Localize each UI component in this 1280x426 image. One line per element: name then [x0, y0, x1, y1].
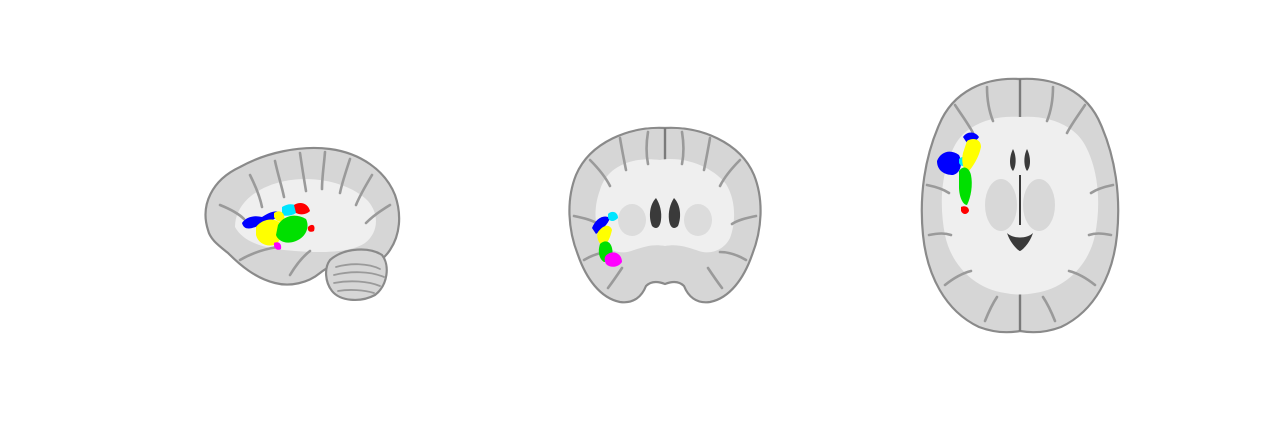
ventricle-posterior [1007, 233, 1033, 251]
axial-view [915, 75, 1125, 335]
thalamus-left [985, 179, 1017, 231]
roi-red [961, 206, 969, 214]
roi-blue [242, 211, 282, 229]
roi-yellow [962, 139, 981, 173]
roi-magenta [604, 252, 622, 267]
roi-magenta [274, 242, 282, 250]
ventricle-anterior-left [1010, 149, 1016, 171]
roi-blue [592, 216, 610, 234]
roi-red [294, 203, 315, 232]
ventricle-right [668, 198, 681, 228]
coronal-view [560, 120, 770, 310]
thalamus-right [1023, 179, 1055, 231]
third-ventricle [1019, 175, 1021, 225]
sagittal-view [190, 135, 410, 310]
basal-ganglia-right [684, 204, 712, 236]
ventricle-anterior-right [1024, 149, 1030, 171]
roi-overlays [242, 203, 315, 250]
coronal-brain-slice [568, 126, 762, 304]
cerebellum-outline [325, 248, 388, 301]
roi-cyan [608, 211, 618, 221]
roi-blue [937, 132, 979, 175]
ventricle-left [649, 198, 662, 228]
white-matter [595, 159, 735, 253]
sulci [218, 150, 392, 277]
axial-brain-slice [920, 77, 1120, 334]
sagittal-brain-slice [204, 146, 401, 301]
roi-overlays [592, 211, 622, 267]
roi-overlays [937, 132, 981, 214]
roi-green [276, 215, 308, 243]
roi-yellow [597, 225, 612, 246]
sulci [925, 85, 1115, 323]
basal-ganglia-left [618, 204, 646, 236]
roi-green [959, 167, 972, 205]
cerebellum-folia [333, 263, 385, 294]
